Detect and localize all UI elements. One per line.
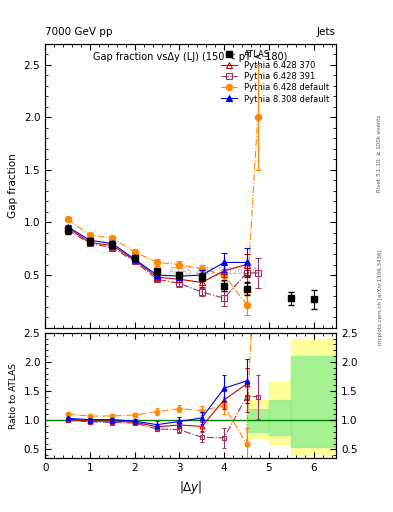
Text: Gap fraction vsΔy (LJ) (150 < pT < 180): Gap fraction vsΔy (LJ) (150 < pT < 180)	[94, 52, 288, 62]
Y-axis label: Ratio to ATLAS: Ratio to ATLAS	[9, 362, 18, 429]
Text: 7000 GeV pp: 7000 GeV pp	[45, 27, 113, 37]
Legend: ATLAS, Pythia 6.428 370, Pythia 6.428 391, Pythia 6.428 default, Pythia 8.308 de: ATLAS, Pythia 6.428 370, Pythia 6.428 39…	[218, 48, 332, 106]
Text: Jets: Jets	[317, 27, 336, 37]
X-axis label: $|\Delta y|$: $|\Delta y|$	[179, 479, 202, 496]
Text: ATLAS_2011_S9126244: ATLAS_2011_S9126244	[169, 266, 258, 275]
Y-axis label: Gap fraction: Gap fraction	[8, 153, 18, 218]
Text: mcplots.cern.ch [arXiv:1306.3436]: mcplots.cern.ch [arXiv:1306.3436]	[378, 249, 383, 345]
Text: Rivet 3.1.10; ≥ 100k events: Rivet 3.1.10; ≥ 100k events	[377, 115, 382, 192]
